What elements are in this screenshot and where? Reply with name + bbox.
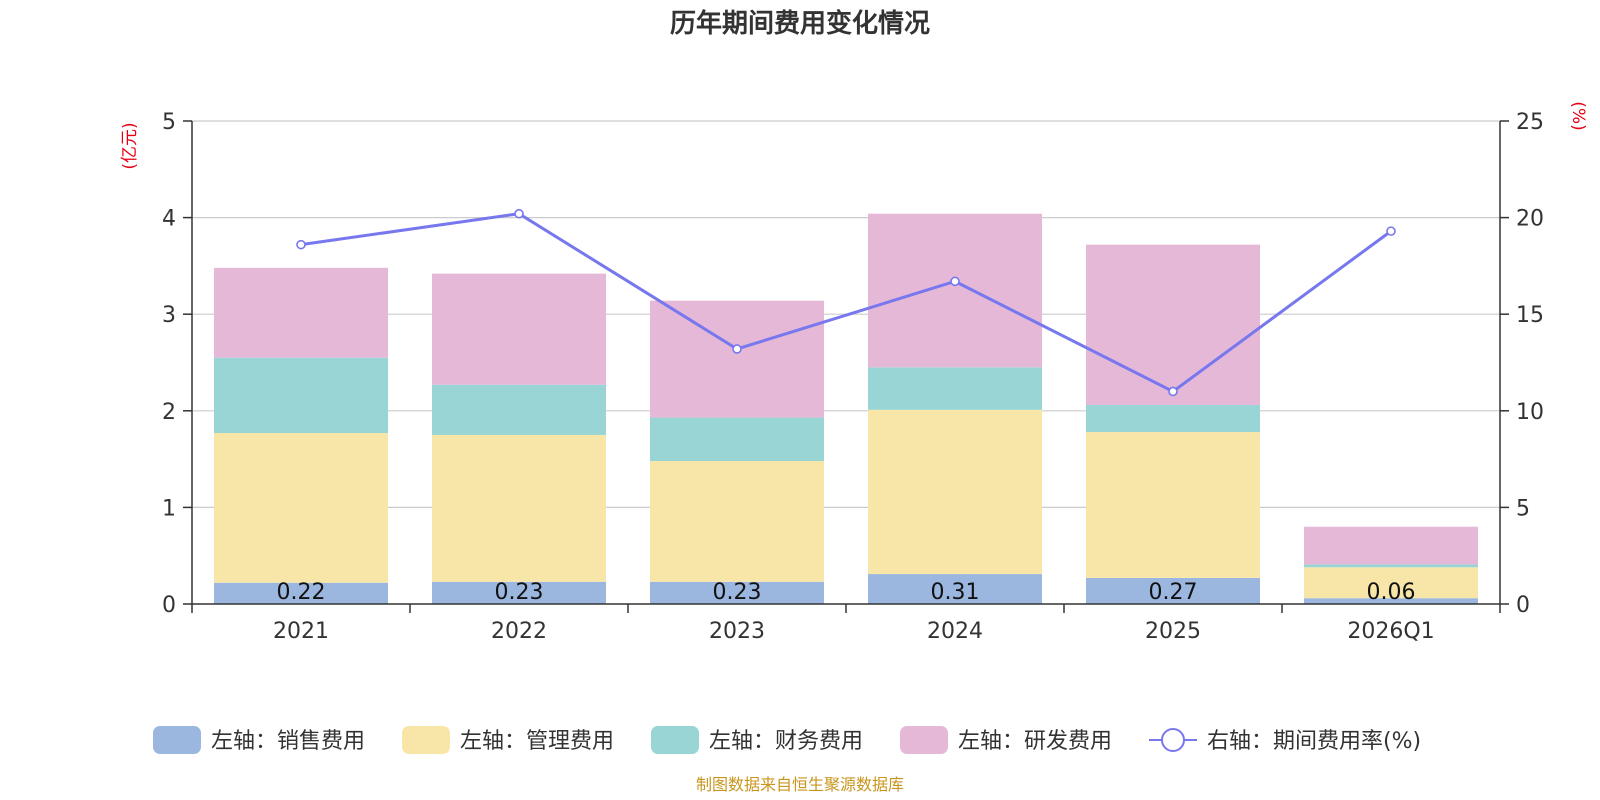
rate-point [1386, 226, 1396, 236]
chart-title: 历年期间费用变化情况 [670, 8, 930, 39]
rate-point [1168, 386, 1178, 397]
bar-admin [868, 409, 1042, 575]
right-axis-tick-label: 10 [1516, 400, 1544, 425]
bar-admin [1304, 567, 1478, 599]
bar-sales [1086, 577, 1260, 604]
legend-swatch-finance [651, 726, 699, 754]
bar-value-label: 0.23 [713, 580, 762, 605]
legend-swatch-rnd [900, 726, 948, 754]
rate-point [950, 276, 960, 287]
x-axis-tick-label: 2024 [927, 619, 983, 644]
right-axis-unit: (%) [1568, 101, 1588, 130]
legend-swatch-sales [153, 726, 201, 754]
x-axis-tick-label: 2022 [491, 619, 547, 644]
rate-point [514, 208, 524, 219]
bar-admin [1086, 432, 1260, 578]
bar-admin [650, 461, 824, 582]
left-axis-tick-label: 1 [162, 496, 176, 521]
source-note: 制图数据来自恒生聚源数据库 [696, 775, 904, 794]
rate-line-path [300, 212, 1392, 394]
legend-label-admin: 左轴：管理费用 [460, 729, 614, 754]
legend-swatch-rate-marker [1161, 728, 1185, 752]
bar-rnd [214, 267, 388, 358]
legend-label-sales: 左轴：销售费用 [211, 729, 365, 754]
legend-swatch-admin [402, 726, 450, 754]
bar-admin [432, 434, 606, 582]
x-axis-tick-label: 2023 [709, 619, 765, 644]
bar-rnd [1304, 526, 1478, 565]
bar-admin [214, 433, 388, 583]
left-axis-tick-label: 4 [162, 207, 176, 232]
bars [214, 213, 1478, 604]
x-axis-tick-label: 2026Q1 [1347, 619, 1434, 644]
bar-finance [1086, 405, 1260, 433]
bar-finance [214, 357, 388, 434]
bar-sales [214, 582, 388, 604]
x-axis-tick-label: 2025 [1145, 619, 1201, 644]
legend-label-rnd: 左轴：研发费用 [958, 729, 1112, 754]
bar-value-label: 0.27 [1149, 580, 1198, 605]
rate-point [296, 239, 306, 250]
legend-label-rate: 右轴：期间费用率(%) [1207, 729, 1421, 754]
bar-finance [868, 367, 1042, 410]
bar-rnd [868, 213, 1042, 368]
right-axis-tick-label: 5 [1516, 496, 1530, 521]
bar-sales [432, 581, 606, 604]
left-axis-tick-label: 5 [162, 110, 176, 135]
bar-sales [868, 574, 1042, 604]
bar-finance [1304, 564, 1478, 568]
bar-finance [650, 417, 824, 462]
data-labels: 0.22 0.23 0.23 0.31 0.27 0.06 [277, 580, 1416, 605]
bar-sales [1304, 598, 1478, 604]
left-axis-tick-label: 2 [162, 400, 176, 425]
bar-rnd [432, 273, 606, 385]
rate-line [296, 208, 1396, 397]
rate-point [732, 344, 742, 354]
legend: 左轴：销售费用 左轴：管理费用 左轴：财务费用 左轴：研发费用 右轴：期间费用率(%) [153, 726, 1421, 754]
left-axis-tick-label: 0 [162, 593, 176, 618]
right-axis-tick-label: 0 [1516, 593, 1530, 618]
bar-value-label: 0.23 [495, 580, 544, 605]
bar-value-label: 0.31 [931, 580, 980, 605]
right-axis-tick-label: 15 [1516, 303, 1544, 328]
left-axis-tick-label: 3 [162, 303, 176, 328]
bar-sales [650, 581, 824, 604]
x-axis-tick-label: 2021 [273, 619, 329, 644]
bar-value-label: 0.22 [277, 580, 326, 605]
right-axis-tick-label: 25 [1516, 110, 1544, 135]
legend-label-finance: 左轴：财务费用 [709, 729, 863, 754]
right-axis-tick-label: 20 [1516, 207, 1544, 232]
bar-rnd [1086, 244, 1260, 406]
bar-finance [432, 384, 606, 435]
left-axis-unit: (亿元) [120, 122, 140, 169]
bar-rnd [650, 300, 824, 418]
bar-value-label: 0.06 [1367, 580, 1416, 605]
